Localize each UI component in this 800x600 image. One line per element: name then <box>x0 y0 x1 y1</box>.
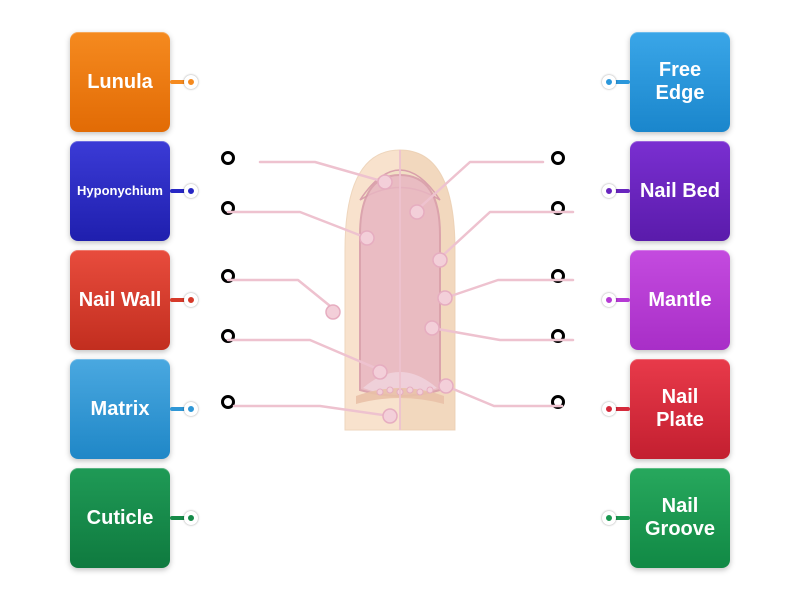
label-text-free-edge: Free Edge <box>636 59 724 105</box>
label-text-mantle: Mantle <box>648 289 711 312</box>
pin-cuticle[interactable] <box>184 511 198 525</box>
label-nail-bed[interactable]: Nail Bed <box>630 141 730 241</box>
label-text-nail-groove: Nail Groove <box>636 495 724 541</box>
label-lunula[interactable]: Lunula <box>70 32 170 132</box>
label-text-matrix: Matrix <box>91 398 150 421</box>
pin-matrix[interactable] <box>184 402 198 416</box>
label-cuticle[interactable]: Cuticle <box>70 468 170 568</box>
label-free-edge[interactable]: Free Edge <box>630 32 730 132</box>
label-text-lunula: Lunula <box>87 71 153 94</box>
pin-lunula[interactable] <box>184 75 198 89</box>
label-hyponychium[interactable]: Hyponychium <box>70 141 170 241</box>
pin-hyponychium[interactable] <box>184 184 198 198</box>
label-nail-plate[interactable]: Nail Plate <box>630 359 730 459</box>
label-nail-wall[interactable]: Nail Wall <box>70 250 170 350</box>
label-nail-groove[interactable]: Nail Groove <box>630 468 730 568</box>
label-text-nail-plate: Nail Plate <box>636 386 724 432</box>
label-text-nail-bed: Nail Bed <box>640 180 720 203</box>
label-matrix[interactable]: Matrix <box>70 359 170 459</box>
label-text-cuticle: Cuticle <box>87 507 154 530</box>
label-mantle[interactable]: Mantle <box>630 250 730 350</box>
label-text-hyponychium: Hyponychium <box>77 184 163 199</box>
pin-mantle[interactable] <box>602 293 616 307</box>
pin-nail-wall[interactable] <box>184 293 198 307</box>
pin-free-edge[interactable] <box>602 75 616 89</box>
pin-nail-groove[interactable] <box>602 511 616 525</box>
nail-diagram <box>210 130 590 460</box>
label-text-nail-wall: Nail Wall <box>79 289 162 312</box>
pin-nail-bed[interactable] <box>602 184 616 198</box>
pin-nail-plate[interactable] <box>602 402 616 416</box>
